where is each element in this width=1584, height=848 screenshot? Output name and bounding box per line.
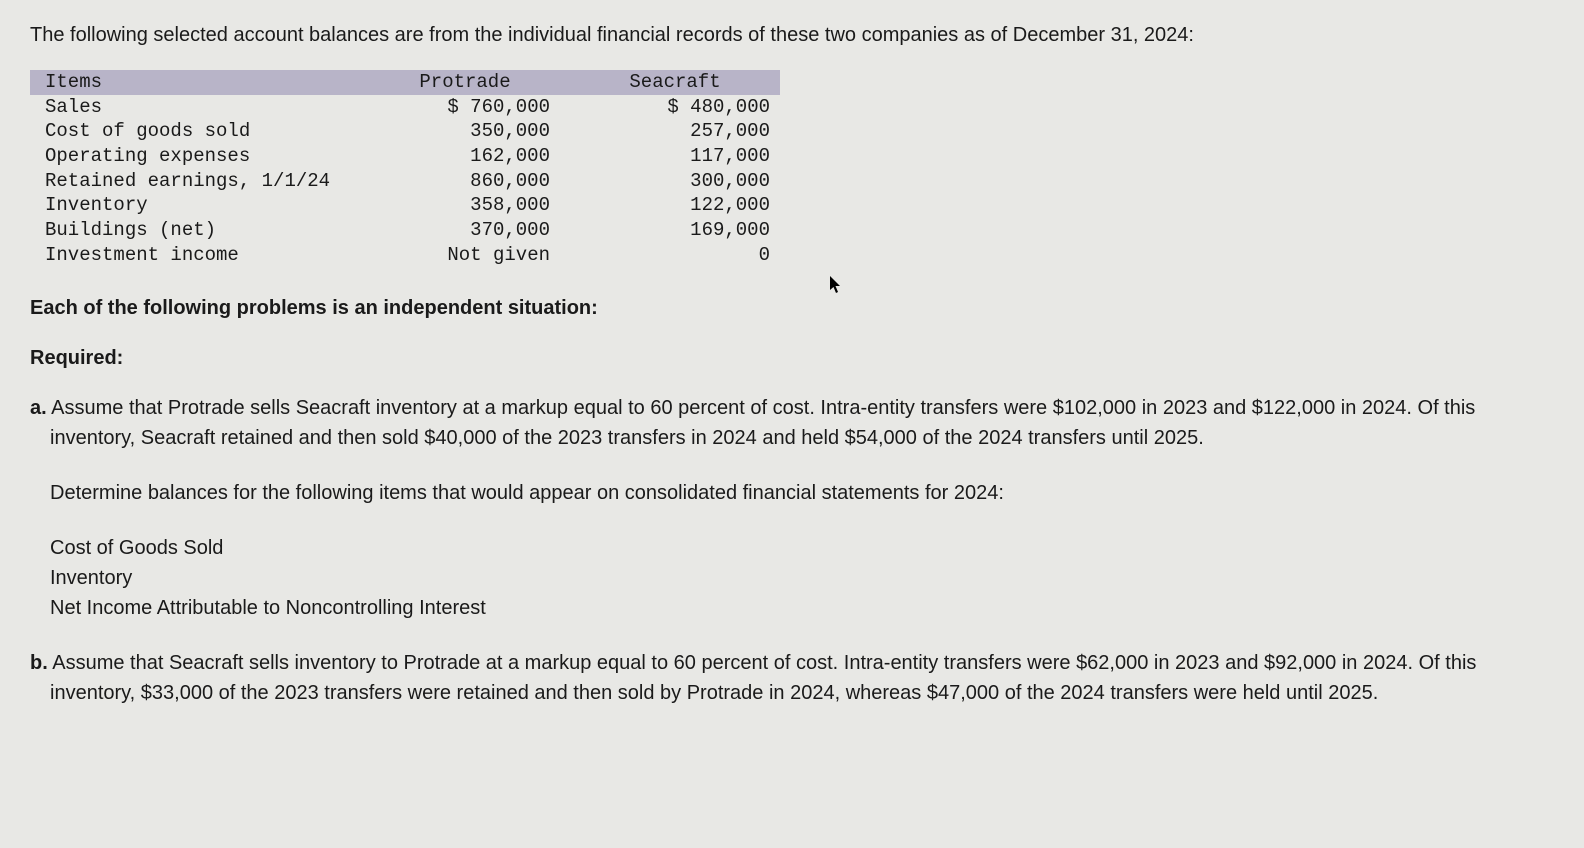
intro-paragraph: The following selected account balances … — [30, 20, 1554, 50]
cell-item: Retained earnings, 1/1/24 — [30, 169, 380, 194]
header-seacraft: Seacraft — [580, 70, 780, 95]
cell-item: Cost of goods sold — [30, 119, 380, 144]
cell-protrade: 358,000 — [380, 193, 580, 218]
cursor-icon — [830, 275, 844, 302]
cell-seacraft: 122,000 — [580, 193, 780, 218]
problem-b-body: Assume that Seacraft sells inventory to … — [50, 652, 1476, 704]
cell-protrade: 860,000 — [380, 169, 580, 194]
cell-item: Buildings (net) — [30, 218, 380, 243]
table-row: Sales $ 760,000 $ 480,000 — [30, 95, 780, 120]
independent-situation-heading: Each of the following problems is an ind… — [30, 293, 1554, 323]
table-header-row: Items Protrade Seacraft — [30, 70, 780, 95]
cell-protrade: Not given — [380, 243, 580, 268]
table-row: Cost of goods sold 350,000 257,000 — [30, 119, 780, 144]
problem-a-determine: Determine balances for the following ite… — [50, 478, 1554, 508]
cell-seacraft: 0 — [580, 243, 780, 268]
cell-protrade: 162,000 — [380, 144, 580, 169]
table-row: Operating expenses 162,000 117,000 — [30, 144, 780, 169]
financial-data-table: Items Protrade Seacraft Sales $ 760,000 … — [30, 70, 780, 268]
list-item: Net Income Attributable to Noncontrollin… — [50, 593, 1554, 623]
cell-protrade: 370,000 — [380, 218, 580, 243]
cell-item: Inventory — [30, 193, 380, 218]
cell-seacraft: 257,000 — [580, 119, 780, 144]
list-item: Cost of Goods Sold — [50, 533, 1554, 563]
cell-seacraft: 169,000 — [580, 218, 780, 243]
problem-b: b. Assume that Seacraft sells inventory … — [30, 648, 1554, 708]
cell-item: Investment income — [30, 243, 380, 268]
problem-b-label: b. — [30, 652, 48, 674]
table-row: Retained earnings, 1/1/24 860,000 300,00… — [30, 169, 780, 194]
list-item: Inventory — [50, 563, 1554, 593]
table-row: Buildings (net) 370,000 169,000 — [30, 218, 780, 243]
cell-item: Operating expenses — [30, 144, 380, 169]
problem-a-items: Cost of Goods Sold Inventory Net Income … — [50, 533, 1554, 623]
cell-item: Sales — [30, 95, 380, 120]
required-heading: Required: — [30, 343, 1554, 373]
header-items: Items — [30, 70, 380, 95]
cell-seacraft: $ 480,000 — [580, 95, 780, 120]
header-protrade: Protrade — [380, 70, 580, 95]
cell-seacraft: 117,000 — [580, 144, 780, 169]
problem-a-label: a. — [30, 397, 47, 419]
table-row: Inventory 358,000 122,000 — [30, 193, 780, 218]
problem-b-text: b. Assume that Seacraft sells inventory … — [50, 648, 1554, 708]
cell-protrade: 350,000 — [380, 119, 580, 144]
problem-a-body: Assume that Protrade sells Seacraft inve… — [50, 397, 1475, 449]
table-row: Investment income Not given 0 — [30, 243, 780, 268]
cell-seacraft: 300,000 — [580, 169, 780, 194]
problem-a-text: a. Assume that Protrade sells Seacraft i… — [50, 393, 1554, 453]
cell-protrade: $ 760,000 — [380, 95, 580, 120]
problem-a: a. Assume that Protrade sells Seacraft i… — [30, 393, 1554, 623]
